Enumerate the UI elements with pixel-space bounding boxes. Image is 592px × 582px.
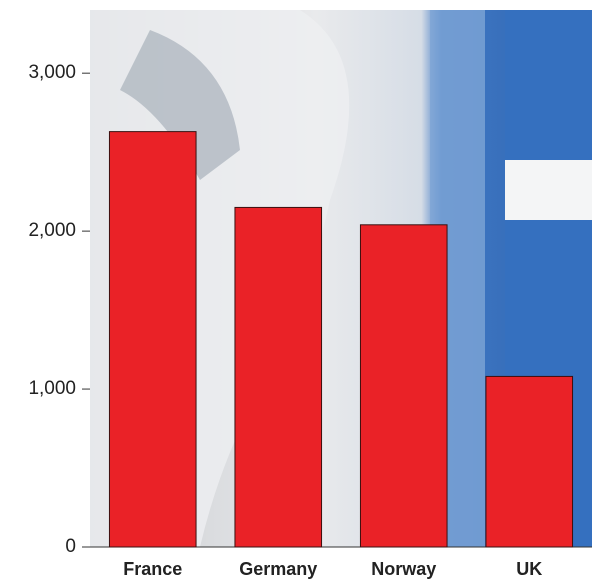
x-tick-label: Norway [371,559,436,579]
y-tick-label: 1,000 [28,378,76,399]
y-tick-label: 2,000 [28,220,76,241]
bar [235,207,322,547]
y-tick-label: 0 [65,536,76,557]
x-tick-label: UK [516,559,542,579]
x-tick-label: France [123,559,182,579]
bar [486,376,573,547]
y-tick-label: 3,000 [28,62,76,83]
x-tick-label: Germany [239,559,317,579]
bar [109,132,196,547]
chart: 0 1,000 2,000 3,000 France Germany Norway UK [0,0,592,582]
bar [360,225,447,547]
